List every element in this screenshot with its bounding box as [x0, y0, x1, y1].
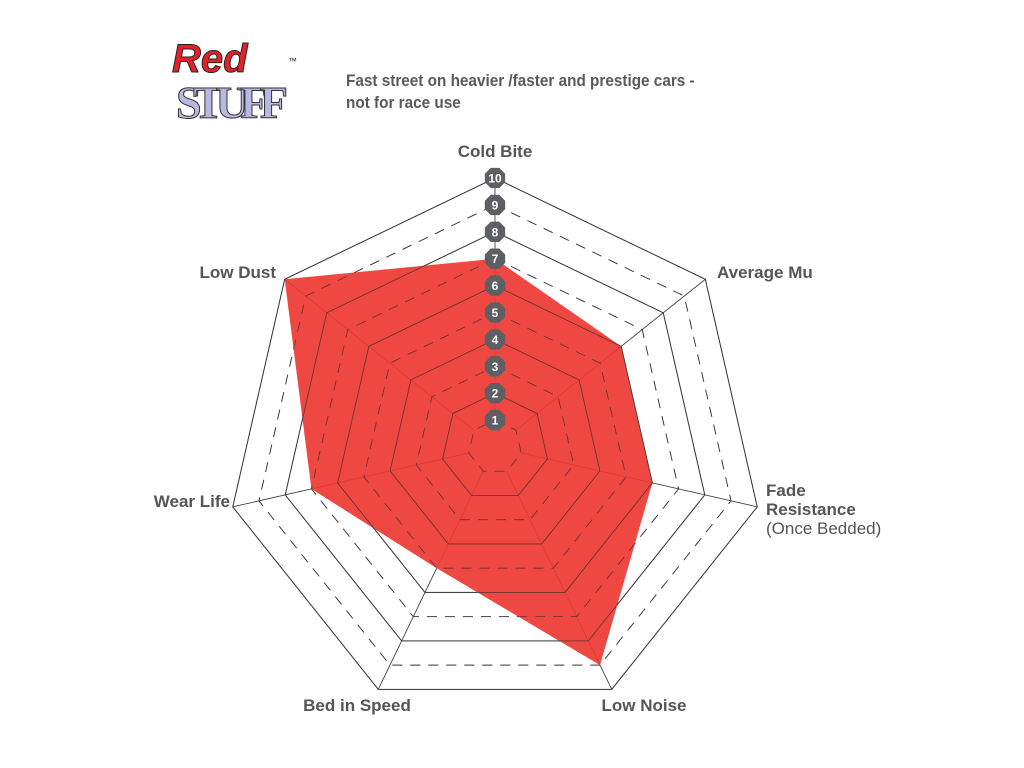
logo-red: Red	[172, 37, 249, 81]
radar-area	[232, 177, 758, 690]
tick-badge	[484, 167, 506, 189]
tick-badge	[484, 409, 506, 431]
grid-ring-overlay	[389, 338, 601, 545]
axis-sublabel: (Once Bedded)	[766, 519, 881, 538]
axis-label: Bed in Speed	[303, 696, 411, 715]
grid-ring-overlay	[337, 285, 653, 593]
tick-badge	[484, 329, 506, 350]
tick-badge	[484, 356, 506, 377]
subtitle: Fast street on heavier /faster and prest…	[346, 70, 695, 114]
grid-ring-overlay	[284, 231, 706, 642]
tick-badge	[484, 248, 506, 269]
data-area	[284, 258, 653, 666]
radar-ticks: 1 2 3 4 5 6 7 8 9 10	[484, 167, 506, 431]
axis-label: Wear Life	[154, 492, 230, 511]
tick-label: 7	[492, 252, 499, 266]
axis-label: Resistance	[766, 500, 856, 519]
logo: Red STUFF ™	[172, 37, 298, 129]
subtitle-line-2: not for race use	[346, 93, 461, 112]
grid-ring-overlay	[258, 204, 732, 666]
tick-label: 3	[492, 360, 499, 374]
tick-label: 4	[492, 333, 499, 347]
logo-stuff: STUFF	[176, 77, 288, 128]
tick-label: 5	[492, 306, 499, 320]
tick-badge	[484, 194, 506, 216]
tick-label: 1	[492, 414, 499, 428]
tick-badge	[484, 383, 506, 404]
tick-badge	[484, 221, 506, 242]
subtitle-line-1: Fast street on heavier /faster and prest…	[346, 71, 695, 90]
logo-tm: ™	[288, 56, 297, 66]
tick-badge	[484, 275, 506, 296]
axis-label: Low Dust	[200, 263, 277, 282]
grid-ring-overlay	[468, 419, 522, 472]
grid-ring-overlay	[415, 365, 575, 521]
tick-label: 10	[488, 172, 502, 186]
axis-label: Fade	[766, 481, 806, 500]
axis-label: Cold Bite	[458, 142, 533, 161]
grid-ring-overlay	[232, 177, 758, 690]
tick-label: 6	[492, 279, 499, 293]
tick-label: 2	[492, 387, 499, 401]
tick-label: 8	[492, 225, 499, 239]
axis-label: Average Mu	[717, 263, 813, 282]
tick-label: 9	[492, 198, 499, 212]
tick-badge	[484, 302, 506, 323]
axis-label: Low Noise	[601, 696, 686, 715]
grid-ring-overlay	[442, 392, 548, 496]
